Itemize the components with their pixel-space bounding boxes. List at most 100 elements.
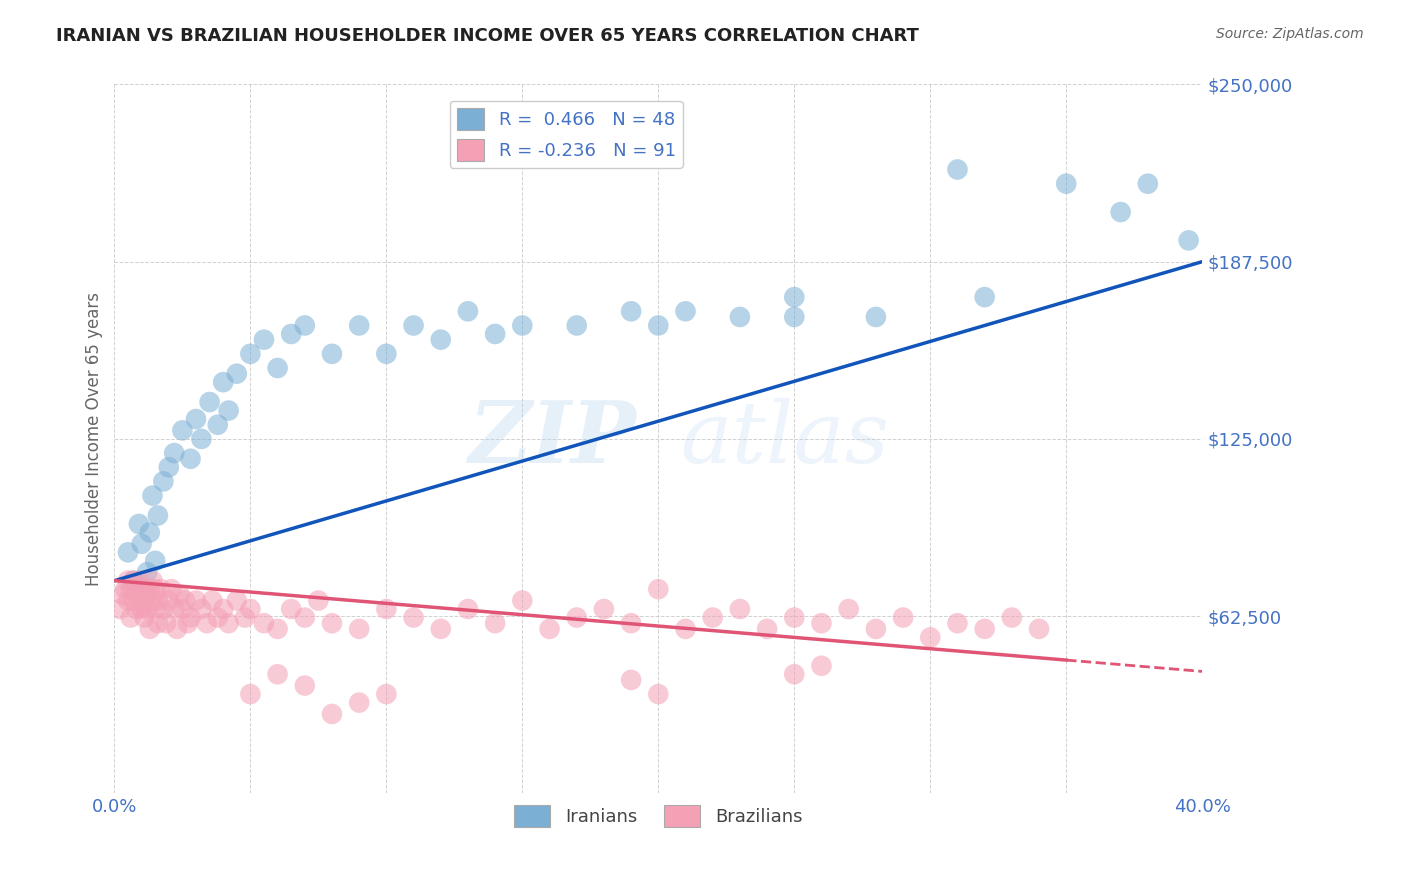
Point [266,622,288,636]
Point [783,290,806,304]
Point [946,616,969,631]
Point [865,310,887,324]
Point [122,574,145,588]
Point [108,602,131,616]
Point [122,593,145,607]
Point [128,516,150,531]
Point [136,602,159,616]
Point [239,687,262,701]
Point [134,593,156,607]
Point [117,574,139,588]
Point [207,610,229,624]
Point [457,602,479,616]
Point [146,593,169,607]
Text: Source: ZipAtlas.com: Source: ZipAtlas.com [1216,27,1364,41]
Point [429,333,451,347]
Point [117,545,139,559]
Point [225,367,247,381]
Point [375,347,398,361]
Point [838,602,860,616]
Point [225,593,247,607]
Point [347,696,370,710]
Point [1054,177,1077,191]
Point [131,582,153,597]
Point [125,582,148,597]
Point [512,318,534,333]
Point [402,318,425,333]
Point [155,616,177,631]
Point [1109,205,1132,219]
Point [946,162,969,177]
Point [207,417,229,432]
Point [143,582,166,597]
Point [484,326,506,341]
Point [620,616,643,631]
Point [253,333,276,347]
Point [143,554,166,568]
Point [321,706,343,721]
Point [647,582,669,597]
Point [1177,234,1199,248]
Point [783,310,806,324]
Point [190,432,212,446]
Point [1028,622,1050,636]
Point [294,679,316,693]
Point [152,602,174,616]
Point [593,602,616,616]
Point [139,622,162,636]
Point [169,588,191,602]
Point [239,602,262,616]
Point [728,602,751,616]
Point [149,582,172,597]
Point [141,593,163,607]
Point [141,489,163,503]
Point [198,395,221,409]
Point [783,667,806,681]
Point [307,593,329,607]
Point [163,446,186,460]
Point [172,423,194,437]
Point [429,622,451,636]
Point [146,508,169,523]
Point [620,673,643,687]
Point [702,610,724,624]
Point [218,403,240,417]
Point [484,616,506,631]
Text: IRANIAN VS BRAZILIAN HOUSEHOLDER INCOME OVER 65 YEARS CORRELATION CHART: IRANIAN VS BRAZILIAN HOUSEHOLDER INCOME … [56,27,920,45]
Point [177,616,200,631]
Point [728,310,751,324]
Point [1136,177,1159,191]
Point [402,610,425,624]
Point [128,574,150,588]
Point [180,610,202,624]
Point [647,318,669,333]
Point [190,602,212,616]
Point [1001,610,1024,624]
Point [114,582,136,597]
Legend: Iranians, Brazilians: Iranians, Brazilians [508,797,810,834]
Point [117,593,139,607]
Point [120,610,142,624]
Point [128,593,150,607]
Point [160,582,183,597]
Point [294,318,316,333]
Point [620,304,643,318]
Point [891,610,914,624]
Point [195,616,218,631]
Point [538,622,561,636]
Point [810,616,832,631]
Point [166,622,188,636]
Point [756,622,779,636]
Point [152,475,174,489]
Point [783,610,806,624]
Point [280,602,302,616]
Point [675,304,697,318]
Point [172,602,194,616]
Point [347,622,370,636]
Point [375,687,398,701]
Point [136,588,159,602]
Point [184,412,207,426]
Point [239,347,262,361]
Point [280,326,302,341]
Point [136,565,159,579]
